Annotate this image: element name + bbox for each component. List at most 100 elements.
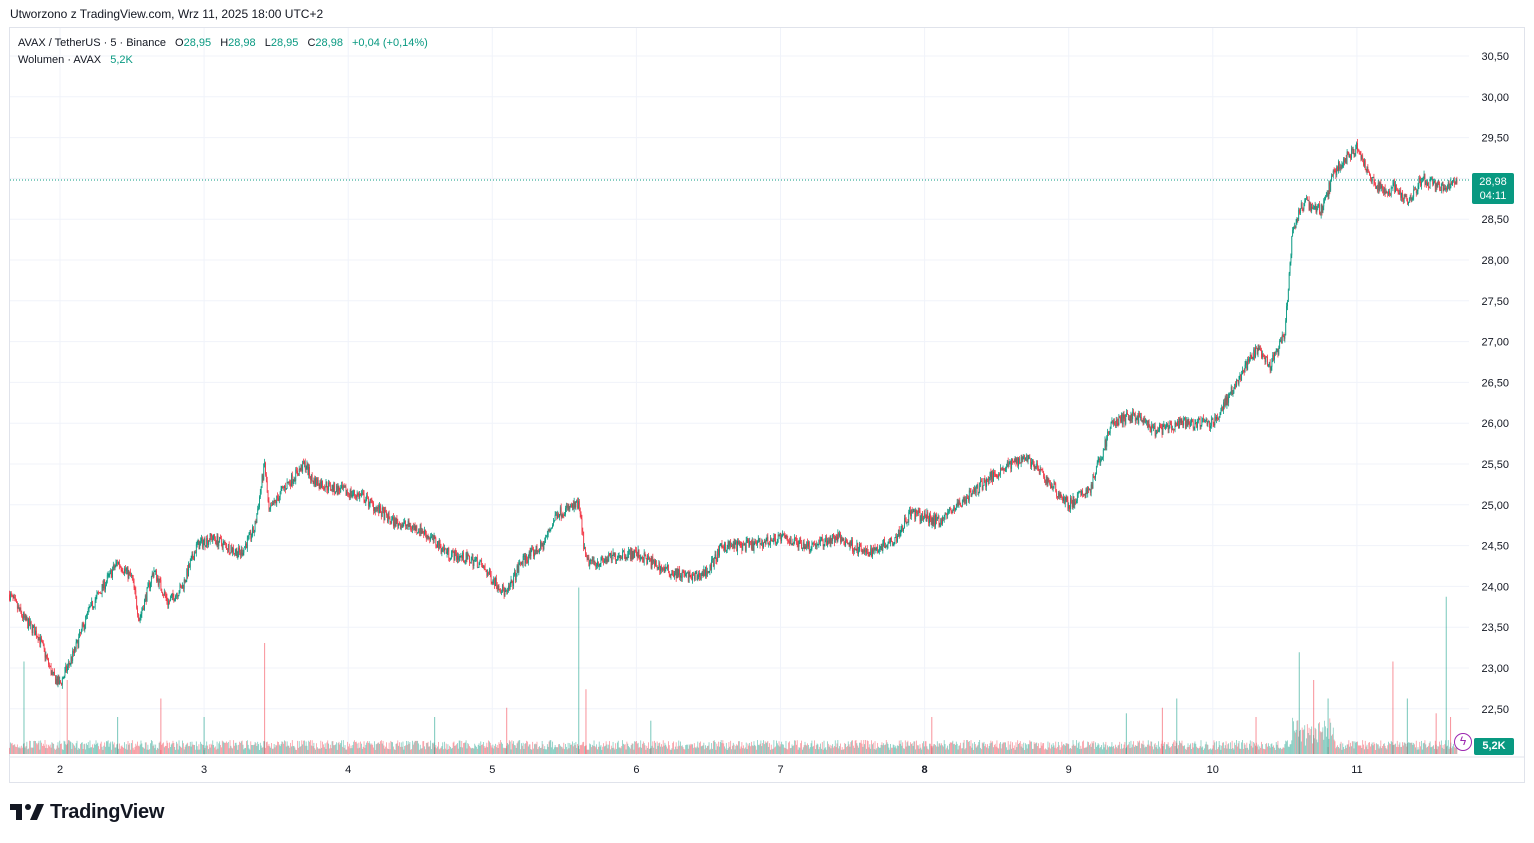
volume-bar bbox=[1080, 745, 1082, 754]
volume-bar bbox=[115, 747, 117, 754]
volume-bar bbox=[241, 740, 243, 754]
candle-body bbox=[948, 511, 949, 513]
candle-body bbox=[871, 548, 872, 557]
volume-bar bbox=[372, 744, 374, 754]
candle-body bbox=[597, 561, 598, 566]
candle-body bbox=[243, 547, 245, 553]
candle-body bbox=[904, 518, 906, 521]
volume-bar bbox=[316, 743, 317, 754]
volume-bar bbox=[140, 740, 142, 754]
candle-body bbox=[589, 561, 591, 567]
candle-body bbox=[1278, 348, 1280, 355]
volume-bar bbox=[61, 749, 63, 754]
volume-bar bbox=[825, 747, 827, 754]
volume-bar bbox=[1197, 748, 1199, 754]
candle-body bbox=[189, 561, 191, 568]
candle-body bbox=[1254, 349, 1255, 358]
candle-body bbox=[646, 558, 648, 565]
volume-bar bbox=[1314, 727, 1316, 754]
volume-bar bbox=[932, 745, 934, 754]
volume-bar bbox=[802, 747, 804, 754]
volume-bar bbox=[815, 745, 817, 754]
candle-body bbox=[1378, 182, 1380, 190]
volume-bar bbox=[564, 749, 566, 754]
candle-body bbox=[936, 514, 937, 521]
volume-bar bbox=[145, 742, 147, 754]
candle-body bbox=[659, 563, 661, 572]
volume-bar bbox=[1042, 743, 1044, 754]
volume-bar bbox=[406, 740, 407, 754]
volume-bar bbox=[977, 744, 979, 754]
candle-body bbox=[1204, 421, 1205, 423]
volume-bar bbox=[923, 741, 924, 754]
candle-body bbox=[1198, 417, 1200, 419]
candle-body bbox=[1421, 181, 1422, 186]
candle-body bbox=[1317, 205, 1319, 210]
volume-bar bbox=[220, 744, 221, 754]
candle-body bbox=[722, 546, 724, 548]
volume-bar bbox=[686, 744, 687, 754]
volume-bar bbox=[511, 740, 513, 754]
candle-body bbox=[642, 559, 644, 563]
candle-body bbox=[811, 543, 813, 549]
volume-bar bbox=[403, 749, 405, 754]
volume-bar bbox=[799, 747, 801, 754]
volume-bar bbox=[295, 749, 297, 754]
volume-bar bbox=[1326, 728, 1328, 754]
volume-bar bbox=[904, 748, 905, 754]
volume-bar bbox=[1145, 746, 1147, 754]
candle-body bbox=[1336, 166, 1338, 176]
volume-bar bbox=[620, 748, 622, 754]
volume-bar bbox=[845, 743, 847, 754]
volume-bar bbox=[1241, 742, 1243, 754]
volume-bar bbox=[34, 740, 36, 754]
candle-body bbox=[359, 494, 361, 499]
candle-body bbox=[995, 474, 997, 477]
candle-body bbox=[1188, 418, 1190, 423]
volume-bar bbox=[636, 743, 638, 754]
volume-bar bbox=[239, 741, 240, 754]
volume-bar bbox=[888, 747, 890, 754]
volume-bar bbox=[1038, 748, 1040, 754]
candle-body bbox=[404, 520, 406, 523]
candle-body bbox=[1122, 414, 1124, 425]
volume-bar bbox=[1164, 741, 1166, 754]
volume-bar bbox=[942, 745, 943, 754]
volume-bar bbox=[1414, 744, 1415, 754]
candle-body bbox=[740, 543, 742, 546]
volume-bar bbox=[680, 741, 681, 754]
candle-body bbox=[1037, 463, 1038, 469]
volume-bar bbox=[1252, 747, 1254, 754]
candle-body bbox=[226, 544, 227, 550]
candle-body bbox=[1064, 500, 1066, 504]
candle-body bbox=[888, 541, 890, 543]
candle-body bbox=[1103, 449, 1105, 451]
candle-body bbox=[521, 562, 523, 565]
volume-bar bbox=[900, 740, 902, 754]
candle-body bbox=[374, 507, 376, 512]
volume-bar bbox=[227, 741, 229, 754]
volume-bar bbox=[617, 740, 619, 754]
volume-bar bbox=[1238, 740, 1240, 754]
volume-bar bbox=[642, 741, 644, 754]
candle-body bbox=[321, 481, 323, 488]
volume-bar bbox=[1379, 746, 1381, 754]
candle-body bbox=[1413, 189, 1415, 197]
volume-bar bbox=[202, 744, 204, 754]
volume-bar bbox=[665, 744, 667, 754]
volume-bar bbox=[345, 749, 347, 754]
volume-bar bbox=[525, 743, 527, 754]
volume-bar bbox=[1060, 747, 1062, 754]
volume-bar bbox=[460, 747, 462, 754]
candle-body bbox=[104, 579, 106, 590]
candle-body bbox=[1161, 427, 1163, 435]
candle-body bbox=[687, 572, 689, 582]
volume-bar bbox=[693, 747, 694, 754]
candle-body bbox=[683, 572, 685, 575]
volume-bar bbox=[428, 746, 430, 754]
volume-bar bbox=[545, 749, 547, 754]
candle-body bbox=[997, 476, 999, 478]
candle-body bbox=[445, 548, 447, 554]
candle-body bbox=[1287, 289, 1289, 302]
